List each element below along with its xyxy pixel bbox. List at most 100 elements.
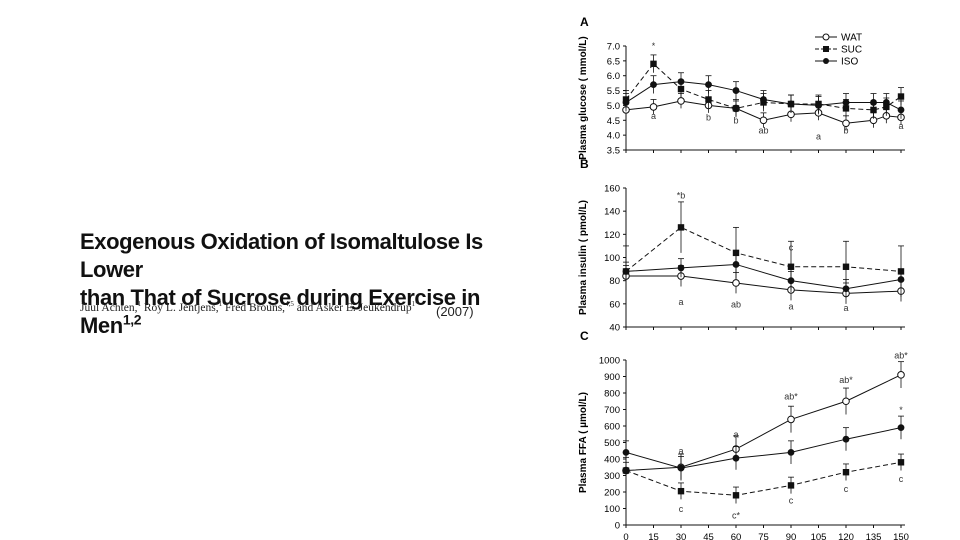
- x-tick-label: 60: [731, 532, 742, 540]
- legend-marker-iso: [823, 58, 829, 64]
- paper-title-line-1: Exogenous Oxidation of Isomaltulose Is L…: [80, 229, 483, 282]
- data-point-iso: [842, 99, 850, 106]
- data-point-suc: [677, 224, 685, 231]
- significance-annotation: c: [899, 474, 904, 484]
- significance-annotation: ab*: [839, 375, 853, 385]
- data-point-iso: [760, 96, 767, 103]
- significance-annotation: a: [651, 111, 656, 121]
- data-point-iso: [787, 449, 795, 456]
- x-tick-label: 30: [676, 532, 687, 540]
- significance-annotation: c: [789, 496, 794, 506]
- x-tick-label: 75: [758, 532, 769, 540]
- y-tick-label: 400: [604, 455, 620, 466]
- y-tick-label: 5.0: [607, 101, 620, 112]
- significance-annotation: a: [816, 132, 821, 142]
- y-tick-label: 3.5: [607, 146, 620, 157]
- x-tick-label: 120: [838, 532, 854, 540]
- series-line-suc: [625, 461, 902, 496]
- data-point-iso: [732, 87, 740, 94]
- y-tick-label: 300: [604, 471, 620, 482]
- data-point-iso: [815, 102, 822, 109]
- series-line-iso: [625, 427, 902, 469]
- y-tick-label: 6.0: [607, 71, 620, 82]
- y-tick-label: 100: [604, 504, 620, 515]
- x-tick-label: 0: [623, 532, 628, 540]
- panel-label: A: [580, 15, 589, 29]
- y-tick-label: 700: [604, 405, 620, 416]
- y-axis-label: Plasma glucose ( mmol/L): [578, 36, 589, 159]
- author-affiliation: 1*: [411, 300, 419, 308]
- data-point-suc: [622, 467, 630, 474]
- significance-annotation: a: [733, 430, 738, 440]
- paper-authors: Juul Achten,1 Roy L. Jentjens,1 Fred Bro…: [80, 300, 419, 314]
- significance-annotation: ab*: [784, 392, 798, 402]
- data-point-iso: [705, 81, 712, 89]
- data-point-wat: [787, 415, 795, 424]
- significance-annotation: *: [899, 405, 903, 415]
- series-line-suc: [625, 226, 902, 272]
- data-point-iso: [677, 78, 685, 86]
- data-point-iso: [622, 449, 630, 456]
- y-tick-label: 120: [604, 230, 620, 241]
- data-point-iso: [897, 424, 905, 432]
- y-tick-label: 7.0: [607, 42, 620, 53]
- data-point-suc: [650, 60, 657, 68]
- significance-annotation: c: [679, 504, 684, 514]
- data-point-iso: [787, 277, 795, 285]
- data-point-wat: [732, 279, 740, 287]
- panel-label: B: [580, 157, 589, 171]
- data-point-suc: [897, 93, 905, 100]
- y-tick-label: 40: [609, 323, 620, 334]
- y-tick-label: 4.0: [607, 131, 620, 142]
- y-tick-label: 100: [604, 253, 620, 264]
- data-point-iso: [787, 100, 795, 108]
- data-point-wat: [842, 119, 850, 128]
- series-line-wat: [625, 374, 902, 472]
- legend-marker-wat: [822, 33, 830, 41]
- significance-annotation: *: [652, 41, 656, 51]
- significance-annotation: a: [678, 446, 683, 456]
- author-affiliation: 4,5: [285, 300, 294, 308]
- data-point-suc: [732, 492, 740, 499]
- x-tick-label: 150: [893, 532, 909, 540]
- author-name: Roy L. Jentjens,: [141, 301, 219, 314]
- significance-annotation: b: [843, 126, 848, 136]
- significance-annotation: a: [843, 303, 848, 313]
- significance-annotation: ab*: [894, 350, 908, 360]
- legend-label: ISO: [841, 57, 858, 68]
- y-axis-label: Plasma insulin ( pmol/L): [578, 200, 589, 315]
- data-point-iso: [677, 264, 685, 272]
- legend-label: SUC: [841, 45, 862, 56]
- paper-title: Exogenous Oxidation of Isomaltulose Is L…: [80, 228, 520, 340]
- y-tick-label: 1000: [599, 356, 620, 367]
- data-point-iso: [882, 99, 890, 106]
- y-tick-label: 5.5: [607, 86, 620, 97]
- legend-marker-suc: [823, 46, 829, 52]
- significance-annotation: b: [706, 112, 711, 122]
- y-axis-label: Plasma FFA ( µmol/L): [578, 392, 589, 493]
- data-point-iso: [897, 106, 905, 114]
- x-tick-label: 135: [866, 532, 882, 540]
- data-point-wat: [677, 97, 685, 105]
- significance-annotation: a: [788, 302, 793, 312]
- data-point-suc: [842, 263, 850, 270]
- y-tick-label: 4.5: [607, 116, 620, 127]
- paper-title-line-2: than That of Sucrose during Exercise in …: [80, 284, 520, 340]
- data-point-wat: [649, 103, 658, 111]
- significance-annotation: a: [898, 121, 903, 131]
- data-point-suc: [705, 96, 712, 103]
- data-point-suc: [787, 263, 795, 270]
- significance-annotation: ab: [758, 126, 768, 136]
- data-point-iso: [677, 464, 685, 472]
- significance-annotation: c: [789, 243, 794, 253]
- panel-label: C: [580, 329, 589, 343]
- y-tick-label: 900: [604, 372, 620, 383]
- data-point-wat: [842, 397, 850, 406]
- data-point-suc: [897, 459, 905, 466]
- author-name: Fred Brouns,: [222, 301, 286, 314]
- y-tick-label: 800: [604, 389, 620, 400]
- significance-annotation: b: [733, 115, 738, 125]
- data-point-suc: [842, 469, 850, 476]
- paper-title-footnote: 1,2: [122, 311, 142, 328]
- author-name: Juul Achten,: [80, 301, 138, 314]
